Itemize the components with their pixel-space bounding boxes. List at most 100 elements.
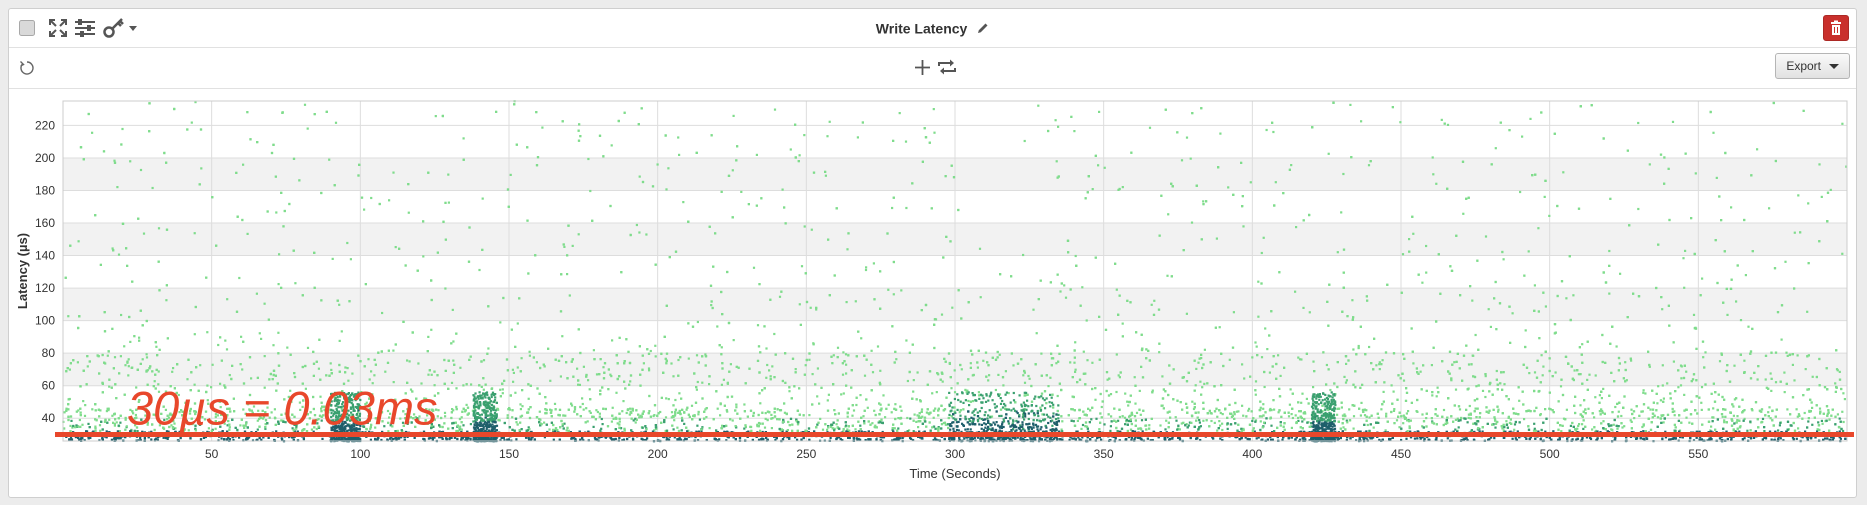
pencil-icon[interactable] [977,22,989,34]
data-point [1540,354,1543,357]
data-point [731,419,734,422]
data-point [1562,417,1566,420]
data-point [170,424,173,427]
data-point [1817,421,1820,424]
data-point [1539,413,1542,416]
data-point [800,265,804,268]
data-point [937,426,940,429]
data-point [842,392,845,395]
data-point [1270,424,1273,427]
data-point [145,353,148,356]
data-point [1336,251,1339,254]
data-point [1260,356,1264,359]
data-point [1110,415,1113,418]
add-icon[interactable] [914,59,931,76]
data-point [1630,408,1633,411]
data-point [1237,410,1240,413]
reset-zoom-icon[interactable] [19,60,35,76]
data-point [433,436,436,439]
data-point [773,332,776,336]
data-point [545,412,548,415]
data-point [1824,437,1827,440]
data-point [984,426,987,429]
data-point [705,416,708,419]
data-point [413,413,416,416]
data-point [1641,410,1644,413]
data-point [1673,414,1676,417]
data-point [845,424,848,427]
data-point [602,366,605,369]
data-point [157,390,161,393]
data-point [1197,361,1200,364]
data-point [600,417,603,421]
data-point [595,373,599,376]
data-point [588,388,591,391]
data-point [735,406,738,409]
data-point [720,383,723,386]
data-point [437,409,440,412]
data-point [226,424,229,427]
data-point [900,289,903,292]
data-point [578,383,581,386]
data-point [1573,369,1576,372]
data-point [455,387,458,390]
data-point [108,418,111,421]
data-point [1811,423,1814,426]
data-point [1543,195,1546,198]
data-point [994,423,997,426]
data-point [482,388,485,391]
data-point [535,361,538,364]
data-point [516,322,519,325]
data-point [659,410,662,414]
delete-button[interactable] [1823,15,1849,41]
data-point [451,308,454,311]
data-point [515,421,518,424]
data-point [794,436,797,439]
data-point [1007,422,1010,425]
data-point [568,294,571,297]
sliders-icon[interactable] [74,18,96,38]
data-point [1213,421,1216,424]
chevron-down-icon[interactable] [128,25,138,33]
swap-icon[interactable] [937,58,957,76]
data-point [877,421,880,424]
data-point [1777,429,1780,432]
checkbox-icon[interactable] [19,20,35,36]
data-point [1106,378,1109,381]
data-point [1216,415,1219,418]
data-point [1614,405,1617,409]
data-point [113,424,116,427]
data-point [357,415,360,418]
data-point [1372,426,1375,429]
data-point [400,436,403,439]
data-point [77,240,80,243]
data-point [1435,182,1438,185]
data-point [1764,378,1767,381]
data-point [317,367,320,370]
data-point [1365,437,1368,440]
data-point [1074,254,1077,258]
data-point [863,374,867,377]
data-point [1344,381,1348,384]
data-point [653,429,656,432]
key-icon[interactable] [103,17,125,39]
data-point [420,382,423,385]
data-point [367,358,370,361]
data-point [223,422,226,425]
data-point [1637,121,1640,125]
data-point [1842,429,1845,433]
data-point [1804,430,1807,433]
data-point [123,345,126,348]
data-point [721,424,724,427]
data-point [368,407,371,410]
data-point [716,325,719,328]
data-point [392,171,395,174]
export-button[interactable]: Export [1775,53,1850,79]
data-point [638,416,641,419]
data-point [1055,160,1058,163]
data-point [1002,384,1005,387]
fullscreen-icon[interactable] [48,18,68,38]
data-point [70,438,74,441]
data-point [1661,308,1664,311]
